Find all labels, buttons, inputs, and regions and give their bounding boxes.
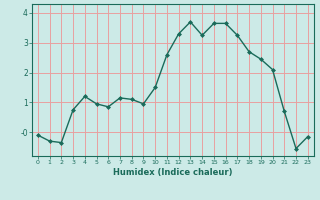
X-axis label: Humidex (Indice chaleur): Humidex (Indice chaleur) — [113, 168, 233, 177]
